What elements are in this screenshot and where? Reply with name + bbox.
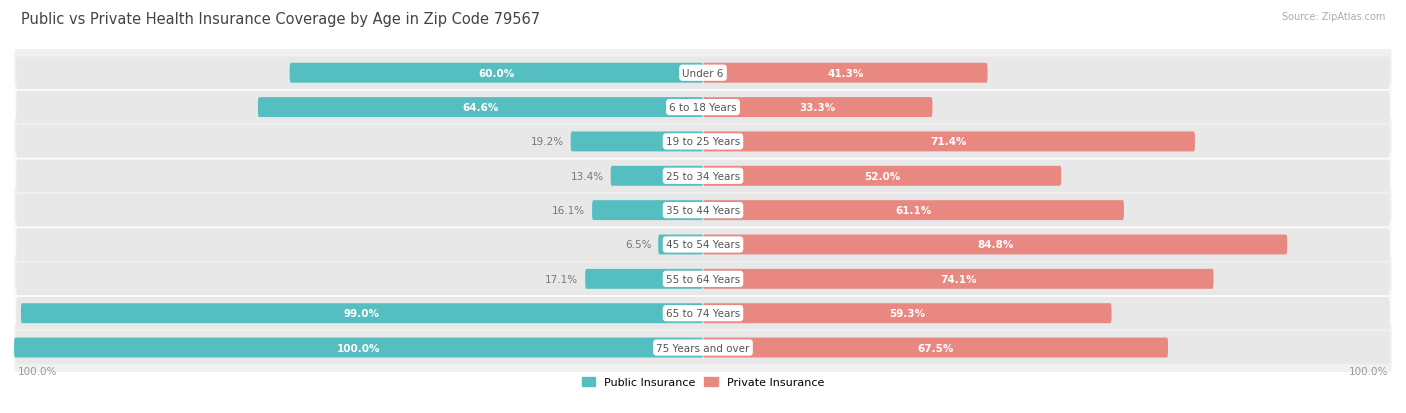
Text: 100.0%: 100.0% [1350,366,1389,376]
FancyBboxPatch shape [585,269,703,289]
FancyBboxPatch shape [592,201,703,221]
FancyBboxPatch shape [14,49,1392,98]
FancyBboxPatch shape [702,57,1389,90]
FancyBboxPatch shape [14,338,703,358]
FancyBboxPatch shape [702,160,1389,192]
FancyBboxPatch shape [14,221,1392,269]
FancyBboxPatch shape [14,255,1392,304]
FancyBboxPatch shape [702,297,1389,330]
FancyBboxPatch shape [703,235,1288,255]
Text: 52.0%: 52.0% [865,171,900,181]
FancyBboxPatch shape [610,166,703,186]
FancyBboxPatch shape [17,263,704,295]
Text: 13.4%: 13.4% [571,171,603,181]
Text: 60.0%: 60.0% [478,69,515,78]
FancyBboxPatch shape [17,229,704,261]
Text: 16.1%: 16.1% [553,206,585,216]
FancyBboxPatch shape [14,83,1392,132]
FancyBboxPatch shape [703,338,1168,358]
FancyBboxPatch shape [257,98,703,118]
Text: 25 to 34 Years: 25 to 34 Years [666,171,740,181]
Text: 19.2%: 19.2% [530,137,564,147]
Text: 84.8%: 84.8% [977,240,1014,250]
FancyBboxPatch shape [571,132,703,152]
FancyBboxPatch shape [703,166,1062,186]
Text: 6.5%: 6.5% [624,240,651,250]
FancyBboxPatch shape [17,57,704,90]
Text: 74.1%: 74.1% [941,274,977,284]
Text: 75 Years and over: 75 Years and over [657,343,749,353]
Text: Under 6: Under 6 [682,69,724,78]
FancyBboxPatch shape [703,269,1213,289]
Text: 33.3%: 33.3% [800,103,835,113]
Text: 59.3%: 59.3% [889,309,925,318]
FancyBboxPatch shape [14,289,1392,338]
FancyBboxPatch shape [702,263,1389,295]
Text: 65 to 74 Years: 65 to 74 Years [666,309,740,318]
FancyBboxPatch shape [703,64,987,83]
FancyBboxPatch shape [703,132,1195,152]
Legend: Public Insurance, Private Insurance: Public Insurance, Private Insurance [578,373,828,392]
FancyBboxPatch shape [17,126,704,158]
FancyBboxPatch shape [703,201,1123,221]
FancyBboxPatch shape [17,195,704,227]
FancyBboxPatch shape [17,332,704,364]
Text: 71.4%: 71.4% [931,137,967,147]
FancyBboxPatch shape [17,160,704,192]
FancyBboxPatch shape [702,229,1389,261]
Text: 19 to 25 Years: 19 to 25 Years [666,137,740,147]
Text: Public vs Private Health Insurance Coverage by Age in Zip Code 79567: Public vs Private Health Insurance Cover… [21,12,540,27]
FancyBboxPatch shape [702,92,1389,124]
Text: 99.0%: 99.0% [344,309,380,318]
Text: 35 to 44 Years: 35 to 44 Years [666,206,740,216]
FancyBboxPatch shape [14,323,1392,372]
Text: 45 to 54 Years: 45 to 54 Years [666,240,740,250]
FancyBboxPatch shape [21,304,703,323]
FancyBboxPatch shape [17,92,704,124]
Text: 17.1%: 17.1% [546,274,578,284]
Text: 64.6%: 64.6% [463,103,499,113]
Text: 61.1%: 61.1% [896,206,932,216]
Text: 6 to 18 Years: 6 to 18 Years [669,103,737,113]
FancyBboxPatch shape [702,126,1389,158]
Text: Source: ZipAtlas.com: Source: ZipAtlas.com [1281,12,1385,22]
Text: 67.5%: 67.5% [917,343,953,353]
FancyBboxPatch shape [658,235,703,255]
FancyBboxPatch shape [702,195,1389,227]
FancyBboxPatch shape [14,152,1392,201]
FancyBboxPatch shape [17,297,704,330]
FancyBboxPatch shape [702,332,1389,364]
Text: 100.0%: 100.0% [17,366,56,376]
Text: 100.0%: 100.0% [337,343,380,353]
Text: 41.3%: 41.3% [827,69,863,78]
Text: 55 to 64 Years: 55 to 64 Years [666,274,740,284]
FancyBboxPatch shape [290,64,703,83]
FancyBboxPatch shape [14,186,1392,235]
FancyBboxPatch shape [14,118,1392,166]
FancyBboxPatch shape [703,98,932,118]
FancyBboxPatch shape [703,304,1112,323]
